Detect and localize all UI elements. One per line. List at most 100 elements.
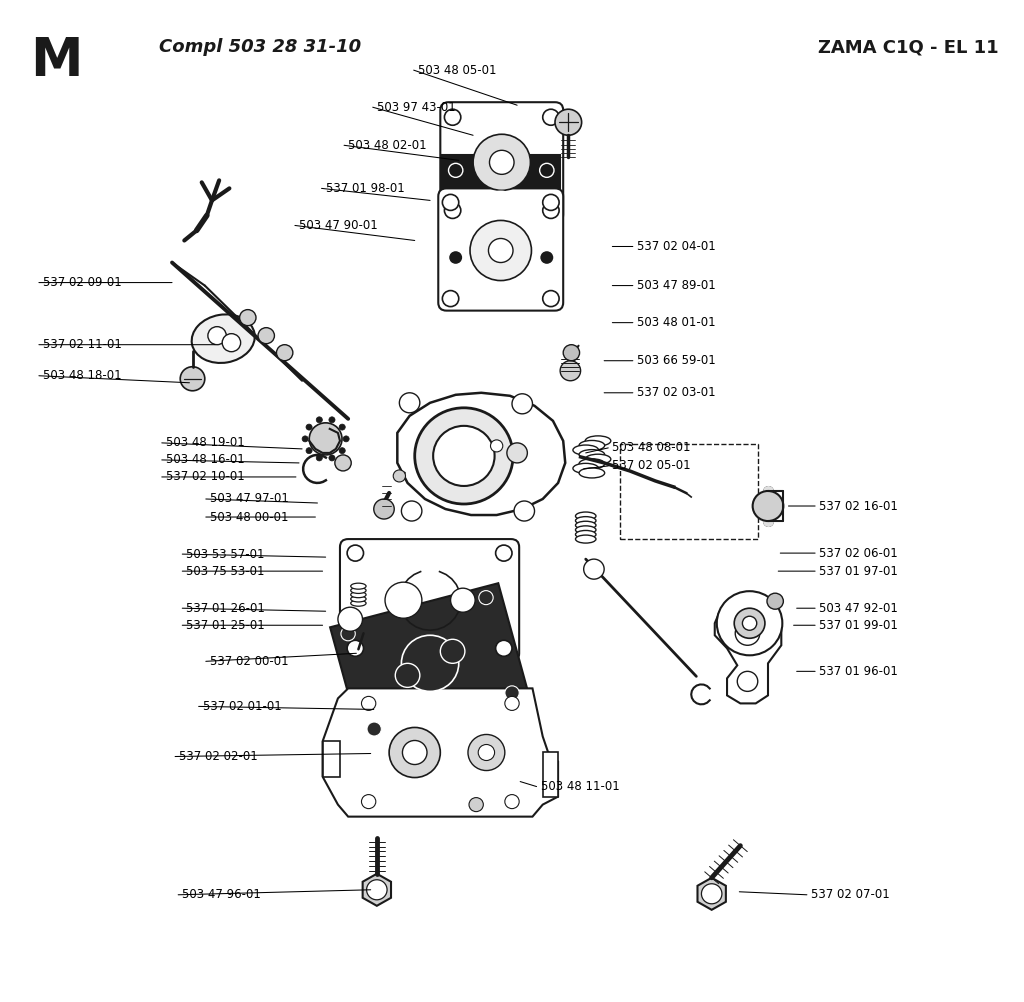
Text: 503 48 05-01: 503 48 05-01: [418, 64, 497, 76]
Ellipse shape: [575, 530, 596, 538]
Circle shape: [560, 361, 581, 381]
Polygon shape: [715, 611, 781, 703]
Circle shape: [767, 593, 783, 609]
Text: 503 47 90-01: 503 47 90-01: [299, 219, 378, 231]
Text: 503 48 01-01: 503 48 01-01: [637, 317, 716, 329]
Circle shape: [734, 608, 765, 638]
Circle shape: [276, 345, 293, 361]
Text: 537 02 07-01: 537 02 07-01: [811, 889, 890, 901]
Circle shape: [339, 424, 345, 430]
Circle shape: [742, 616, 757, 630]
Circle shape: [507, 443, 527, 463]
Polygon shape: [442, 155, 560, 271]
Text: M: M: [30, 35, 83, 87]
Ellipse shape: [572, 463, 598, 473]
Text: 503 48 16-01: 503 48 16-01: [166, 454, 245, 466]
Circle shape: [478, 191, 523, 235]
Circle shape: [347, 640, 364, 656]
Circle shape: [444, 202, 461, 218]
Text: 537 01 99-01: 537 01 99-01: [819, 619, 898, 631]
Circle shape: [505, 685, 519, 699]
Circle shape: [543, 109, 559, 125]
Circle shape: [512, 394, 532, 414]
Text: 537 02 11-01: 537 02 11-01: [43, 339, 122, 351]
Text: 503 48 18-01: 503 48 18-01: [43, 370, 122, 382]
Circle shape: [543, 202, 559, 218]
Text: 537 02 05-01: 537 02 05-01: [612, 460, 691, 472]
Ellipse shape: [350, 600, 367, 606]
Circle shape: [347, 545, 364, 561]
Circle shape: [555, 109, 582, 135]
Text: 537 02 04-01: 537 02 04-01: [637, 240, 716, 253]
Circle shape: [306, 448, 312, 454]
Circle shape: [385, 582, 422, 618]
Text: 503 53 57-01: 503 53 57-01: [186, 548, 265, 560]
Polygon shape: [397, 393, 565, 515]
Circle shape: [367, 880, 387, 900]
Circle shape: [339, 448, 345, 454]
Text: 503 48 19-01: 503 48 19-01: [166, 437, 245, 449]
Circle shape: [488, 238, 513, 263]
Circle shape: [329, 417, 335, 423]
Text: 537 02 16-01: 537 02 16-01: [819, 500, 898, 512]
Circle shape: [329, 455, 335, 461]
Circle shape: [180, 367, 205, 391]
Circle shape: [306, 424, 312, 430]
Circle shape: [540, 163, 554, 177]
Circle shape: [505, 795, 519, 809]
Ellipse shape: [575, 535, 596, 543]
Text: 537 01 97-01: 537 01 97-01: [819, 565, 898, 577]
FancyBboxPatch shape: [438, 188, 563, 311]
Circle shape: [402, 740, 427, 765]
Ellipse shape: [191, 315, 255, 363]
Circle shape: [473, 134, 530, 190]
Polygon shape: [323, 688, 558, 817]
Ellipse shape: [580, 459, 604, 469]
Text: 503 47 96-01: 503 47 96-01: [182, 889, 261, 901]
Text: 503 47 92-01: 503 47 92-01: [819, 602, 898, 614]
Ellipse shape: [580, 441, 604, 451]
Text: 503 48 11-01: 503 48 11-01: [541, 781, 620, 793]
Circle shape: [316, 417, 323, 423]
Circle shape: [470, 220, 531, 281]
Ellipse shape: [585, 436, 610, 446]
Circle shape: [737, 671, 758, 691]
Circle shape: [309, 423, 342, 455]
Circle shape: [540, 250, 554, 265]
Circle shape: [343, 436, 349, 442]
Circle shape: [338, 607, 362, 631]
Circle shape: [489, 150, 514, 174]
Circle shape: [444, 109, 461, 125]
Circle shape: [240, 310, 256, 326]
Polygon shape: [362, 874, 391, 906]
Text: 503 66 59-01: 503 66 59-01: [637, 355, 716, 367]
Text: 537 02 10-01: 537 02 10-01: [166, 471, 245, 483]
Circle shape: [341, 627, 355, 641]
Text: 537 01 96-01: 537 01 96-01: [819, 665, 898, 677]
Circle shape: [367, 722, 381, 736]
Ellipse shape: [350, 596, 367, 602]
Circle shape: [514, 501, 535, 521]
Circle shape: [584, 559, 604, 579]
Text: 537 02 03-01: 537 02 03-01: [637, 387, 716, 399]
Circle shape: [449, 250, 463, 265]
Circle shape: [701, 884, 722, 904]
Text: 503 48 02-01: 503 48 02-01: [348, 139, 427, 151]
Circle shape: [440, 639, 465, 663]
Text: 503 97 43-01: 503 97 43-01: [377, 101, 456, 113]
Text: 537 01 25-01: 537 01 25-01: [186, 619, 265, 631]
Circle shape: [442, 194, 459, 210]
Text: 503 47 97-01: 503 47 97-01: [210, 493, 289, 505]
Circle shape: [449, 163, 463, 177]
Circle shape: [316, 455, 323, 461]
Ellipse shape: [585, 454, 610, 464]
FancyBboxPatch shape: [440, 102, 563, 222]
Circle shape: [442, 291, 459, 307]
Text: Compl 503 28 31-10: Compl 503 28 31-10: [159, 38, 360, 56]
Circle shape: [490, 440, 503, 452]
Polygon shape: [323, 741, 340, 777]
Circle shape: [543, 194, 559, 210]
Circle shape: [469, 798, 483, 812]
Text: 537 02 00-01: 537 02 00-01: [210, 655, 289, 667]
Circle shape: [735, 621, 760, 645]
